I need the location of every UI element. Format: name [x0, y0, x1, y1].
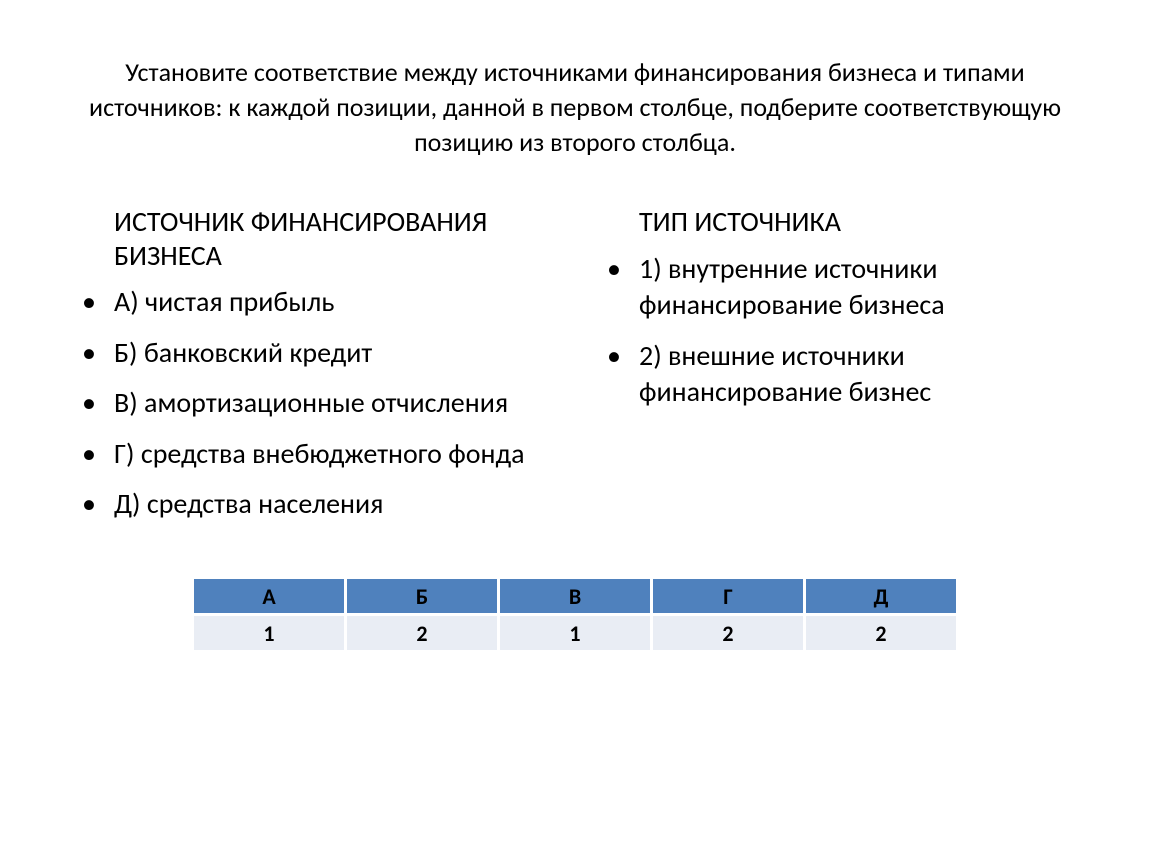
list-item: Д) средства населения: [70, 486, 555, 522]
table-cell: 2: [347, 616, 497, 650]
list-item: 1) внутренние источники финансирование б…: [595, 251, 1080, 324]
table-header-cell: Б: [347, 579, 497, 613]
table-header-cell: Г: [653, 579, 803, 613]
right-heading: ТИП ИСТОЧНИКА: [639, 205, 1080, 239]
table-header-cell: В: [500, 579, 650, 613]
left-items-list: А) чистая прибыль Б) банковский кредит В…: [70, 284, 555, 522]
left-heading: ИСТОЧНИК ФИНАНСИРОВАНИЯ БИЗНЕСА: [114, 205, 555, 272]
list-item: В) амортизационные отчисления: [70, 385, 555, 421]
table-header-cell: А: [194, 579, 344, 613]
table-header-cell: Д: [806, 579, 956, 613]
table-cell: 2: [806, 616, 956, 650]
list-item: 2) внешние источники финансирование бизн…: [595, 338, 1080, 411]
two-column-layout: ИСТОЧНИК ФИНАНСИРОВАНИЯ БИЗНЕСА А) чиста…: [70, 205, 1080, 536]
right-items-list: 1) внутренние источники финансирование б…: [595, 251, 1080, 411]
table-answer-row: 1 2 1 2 2: [194, 616, 956, 650]
list-item: Б) банковский кредит: [70, 335, 555, 371]
table-cell: 1: [500, 616, 650, 650]
right-column: ТИП ИСТОЧНИКА 1) внутренние источники фи…: [595, 205, 1080, 536]
left-column: ИСТОЧНИК ФИНАНСИРОВАНИЯ БИЗНЕСА А) чиста…: [70, 205, 555, 536]
list-item: Г) средства внебюджетного фонда: [70, 436, 555, 472]
table-cell: 1: [194, 616, 344, 650]
list-item: А) чистая прибыль: [70, 284, 555, 320]
instruction-text: Установите соответствие между источникам…: [70, 55, 1080, 160]
table-cell: 2: [653, 616, 803, 650]
table-header-row: А Б В Г Д: [194, 579, 956, 613]
answer-table: А Б В Г Д 1 2 1 2 2: [191, 576, 959, 653]
